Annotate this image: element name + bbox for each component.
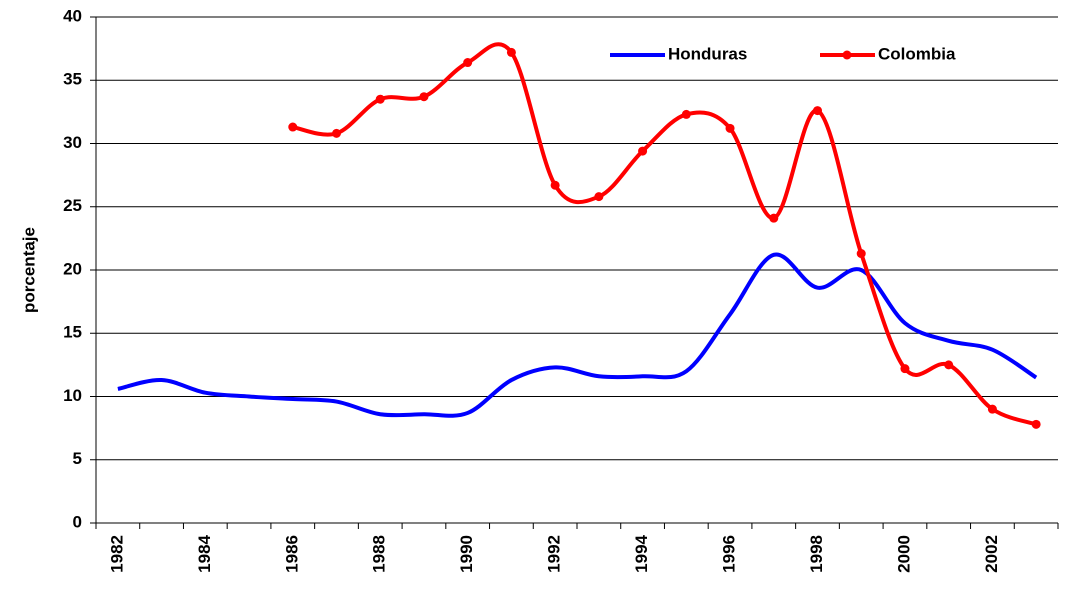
marker: [900, 364, 910, 374]
y-tick-label: 5: [73, 449, 82, 468]
y-tick-label: 0: [73, 512, 82, 531]
marker: [769, 213, 779, 223]
legend-label: Colombia: [878, 44, 956, 63]
y-axis-label: porcentaje: [19, 227, 38, 313]
x-tick-label: 1996: [720, 535, 739, 573]
y-tick-label: 40: [63, 6, 82, 25]
x-tick-label: 1998: [807, 535, 826, 573]
marker: [332, 128, 341, 138]
x-tick-label: 2002: [982, 535, 1001, 573]
x-tick-label: 1982: [107, 535, 126, 573]
x-tick-label: 1984: [195, 534, 214, 572]
legend-label: Honduras: [668, 44, 747, 63]
marker: [375, 94, 385, 104]
marker: [506, 47, 516, 57]
marker: [419, 92, 429, 102]
x-tick-label: 2000: [894, 535, 913, 573]
y-tick-label: 10: [63, 386, 82, 405]
y-tick-label: 20: [63, 259, 82, 278]
marker: [813, 106, 822, 116]
line: [292, 42, 1037, 427]
marker: [725, 123, 735, 133]
x-tick-label: 1986: [282, 535, 301, 573]
marker: [1031, 419, 1041, 429]
marker: [681, 109, 691, 119]
x-tick-label: 1988: [370, 535, 389, 573]
x-tick-label: 1994: [632, 534, 651, 572]
y-tick-label: 35: [63, 70, 82, 89]
marker: [987, 404, 997, 414]
marker: [463, 58, 473, 68]
marker: [550, 180, 560, 190]
marker: [288, 122, 298, 132]
y-tick-label: 15: [63, 323, 82, 342]
y-tick-label: 30: [63, 133, 82, 152]
legend-marker: [842, 50, 852, 60]
line: [117, 252, 1038, 418]
x-tick-label: 1990: [457, 535, 476, 573]
marker: [856, 249, 866, 259]
marker: [594, 192, 604, 202]
marker: [638, 146, 648, 156]
x-tick-label: 1992: [545, 535, 564, 573]
marker: [944, 360, 954, 370]
y-tick-label: 25: [63, 196, 82, 215]
